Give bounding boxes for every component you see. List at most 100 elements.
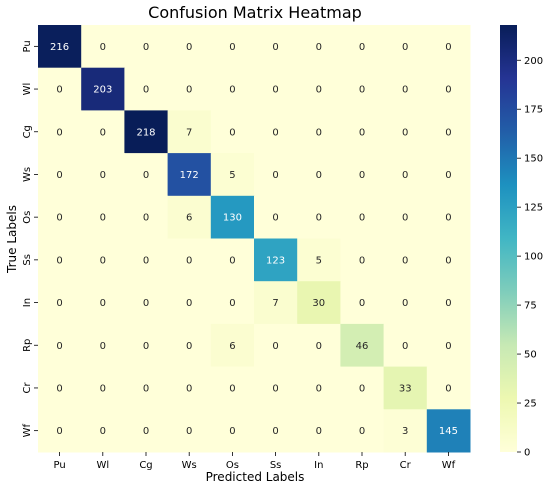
- cell-value-label: 0: [56, 383, 62, 394]
- cell-value-label: 0: [56, 170, 62, 181]
- cell-value-label: 0: [143, 383, 149, 394]
- cell-value-label: 0: [316, 426, 322, 437]
- y-tick-label: Ws: [22, 167, 33, 182]
- cell-value-label: 0: [445, 127, 451, 138]
- y-axis-ticks: Pu Wl Cg Ws Os Ss In Rp Cr Wf: [22, 40, 38, 437]
- heatmap-cell: [254, 366, 298, 410]
- heatmap-cell: [210, 409, 255, 453]
- heatmap-cell: [124, 110, 169, 154]
- cell-value-label: 7: [186, 127, 192, 138]
- heatmap-cell: [426, 323, 471, 368]
- colorbar: 0 25 50 75 100 125 150 175 200: [500, 25, 543, 459]
- heatmap-cell: [383, 238, 428, 282]
- heatmap-cell: [38, 153, 82, 197]
- cell-value-label: 0: [143, 170, 149, 181]
- cell-value-label: 0: [272, 170, 278, 181]
- cell-value-label: 0: [445, 383, 451, 394]
- cell-value-label: 6: [229, 341, 235, 352]
- heatmap-cell: [254, 67, 298, 111]
- heatmap-cell: [167, 25, 212, 69]
- cell-value-label: 0: [186, 341, 192, 352]
- cell-value-label: 0: [56, 255, 62, 266]
- cell-value-label: 0: [402, 213, 408, 224]
- heatmap-cell: [81, 195, 125, 239]
- x-axis-ticks: Pu Wl Cg Ws Os Ss In Rp Cr Wf: [53, 452, 456, 471]
- heatmap-cell: [340, 238, 385, 282]
- heatmap-cell: [167, 195, 212, 239]
- y-tick-label: Rp: [22, 339, 33, 352]
- cell-value-label: 0: [402, 298, 408, 309]
- heatmap-cell: [426, 153, 471, 197]
- cell-value-label: 0: [316, 85, 322, 96]
- heatmap-cell: [383, 153, 428, 197]
- heatmap-cell: [254, 110, 298, 154]
- heatmap-cell: [167, 409, 212, 453]
- y-tick-label: Os: [22, 211, 33, 224]
- cell-value-label: 0: [143, 255, 149, 266]
- cell-value-label: 0: [402, 42, 408, 53]
- y-tick-label: Cg: [22, 125, 33, 138]
- cell-value-label: 0: [445, 341, 451, 352]
- heatmap-cell: [81, 366, 125, 410]
- heatmap-cell: [340, 409, 385, 453]
- heatmap-cell: [340, 25, 385, 69]
- heatmap-cell: [426, 110, 471, 154]
- heatmap-cell: [167, 67, 212, 111]
- heatmap-cell: [38, 110, 82, 154]
- heatmap-cell: [210, 281, 255, 325]
- x-axis-label: Predicted Labels: [206, 470, 305, 484]
- x-tick-label: Os: [226, 460, 239, 471]
- cell-value-label: 0: [186, 298, 192, 309]
- heatmap-cell: [383, 110, 428, 154]
- y-tick-label: Ss: [22, 254, 33, 266]
- cell-value-label: 0: [445, 85, 451, 96]
- y-tick-label: Pu: [22, 40, 33, 52]
- heatmap-cell: [124, 67, 169, 111]
- cell-value-label: 0: [143, 42, 149, 53]
- heatmap-cell: [340, 323, 385, 368]
- cell-value-label: 0: [316, 341, 322, 352]
- cell-value-label: 5: [229, 170, 235, 181]
- cell-value-label: 0: [229, 85, 235, 96]
- heatmap-cell: [81, 67, 125, 111]
- heatmap-cell: [383, 366, 428, 410]
- heatmap-cell: [426, 25, 471, 69]
- heatmap-cell: [81, 281, 125, 325]
- heatmap-cell: [340, 110, 385, 154]
- colorbar-tick-label: 175: [524, 105, 543, 116]
- cell-value-label: 0: [100, 341, 106, 352]
- heatmap-cell: [426, 281, 471, 325]
- heatmap-cell: [340, 281, 385, 325]
- heatmap-cell: [254, 238, 298, 282]
- heatmap-cell: [38, 323, 82, 368]
- heatmap-cell: [297, 281, 341, 325]
- x-tick-label: In: [314, 460, 323, 471]
- cell-value-label: 0: [56, 85, 62, 96]
- cell-value-label: 0: [272, 127, 278, 138]
- heatmap-cell: [297, 366, 341, 410]
- heatmap-cell: [426, 195, 471, 239]
- heatmap-cell: [383, 323, 428, 368]
- heatmap-cell: [340, 366, 385, 410]
- heatmap-cell: [210, 153, 255, 197]
- heatmap-cell: [124, 409, 169, 453]
- heatmap-cell: [426, 67, 471, 111]
- cell-value-label: 0: [402, 255, 408, 266]
- cell-value-label: 0: [229, 383, 235, 394]
- heatmap-cell: [210, 110, 255, 154]
- heatmap-cell: [124, 323, 169, 368]
- cell-value-label: 0: [100, 426, 106, 437]
- cell-value-label: 0: [186, 426, 192, 437]
- heatmap-cell: [167, 281, 212, 325]
- heatmap-cell: [297, 195, 341, 239]
- heatmap-cell: [210, 25, 255, 69]
- heatmap-cell: [124, 366, 169, 410]
- cell-value-label: 0: [186, 383, 192, 394]
- heatmap-cell: [167, 110, 212, 154]
- colorbar-tick-label: 0: [524, 448, 530, 459]
- heatmap-cell: [167, 153, 212, 197]
- heatmap-cell: [383, 195, 428, 239]
- cell-value-label: 0: [100, 255, 106, 266]
- cell-value-label: 0: [316, 42, 322, 53]
- x-tick-label: Rp: [355, 460, 368, 471]
